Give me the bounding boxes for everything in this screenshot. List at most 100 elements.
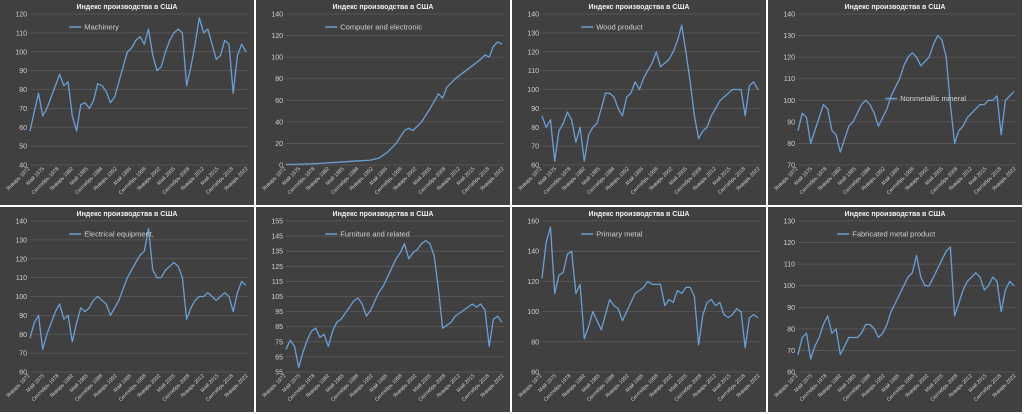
data-point bbox=[114, 307, 116, 309]
data-point bbox=[148, 228, 149, 229]
data-point bbox=[228, 296, 230, 297]
data-point bbox=[941, 259, 943, 261]
y-tick-label: 80 bbox=[787, 141, 795, 148]
data-point bbox=[592, 311, 594, 312]
data-point bbox=[848, 125, 850, 127]
data-point bbox=[916, 255, 917, 256]
data-point bbox=[93, 100, 94, 102]
data-point bbox=[450, 321, 452, 323]
data-point bbox=[899, 293, 900, 295]
data-point bbox=[562, 123, 564, 124]
data-point bbox=[810, 143, 812, 144]
data-point bbox=[237, 55, 238, 56]
data-point bbox=[617, 308, 619, 309]
chart-title: Индекс производства в США bbox=[588, 211, 690, 218]
data-point bbox=[488, 56, 490, 58]
data-point bbox=[933, 43, 934, 45]
data-point bbox=[395, 143, 397, 144]
data-point bbox=[232, 311, 234, 312]
y-tick-label: 60 bbox=[531, 370, 539, 377]
data-point bbox=[895, 302, 896, 304]
data-point bbox=[634, 293, 636, 294]
data-point bbox=[408, 127, 410, 129]
y-tick-label: 100 bbox=[783, 98, 795, 105]
chart-panel: 60 80 100 120 140 160 Январь 1972 Май 1975 Сентя… bbox=[512, 207, 766, 412]
data-point bbox=[954, 315, 955, 317]
data-point bbox=[920, 65, 922, 67]
data-point bbox=[488, 345, 490, 347]
data-point bbox=[672, 51, 674, 53]
data-point bbox=[801, 337, 803, 338]
y-tick-label: 70 bbox=[19, 106, 27, 113]
data-point bbox=[920, 276, 922, 278]
data-point bbox=[169, 40, 171, 41]
data-point bbox=[983, 289, 985, 291]
data-point bbox=[480, 58, 482, 60]
data-point bbox=[501, 43, 503, 45]
data-point bbox=[865, 324, 867, 325]
data-point bbox=[814, 130, 816, 131]
y-tick-label: 50 bbox=[19, 144, 27, 151]
data-point bbox=[404, 243, 405, 245]
data-point bbox=[571, 119, 572, 121]
data-point bbox=[135, 40, 137, 41]
y-tick-label: 145 bbox=[271, 234, 283, 241]
data-point bbox=[541, 115, 543, 117]
data-point bbox=[962, 125, 964, 127]
data-point bbox=[723, 96, 725, 98]
data-point bbox=[285, 348, 287, 350]
data-point bbox=[685, 51, 687, 53]
data-point bbox=[571, 250, 572, 252]
chart-panel: 60 70 80 90 100 110 120 130 140 Январь 1972 Май 19… bbox=[512, 0, 766, 205]
data-point bbox=[374, 300, 376, 302]
data-point bbox=[797, 130, 799, 131]
chart-title: Индекс производства в США bbox=[332, 211, 434, 218]
data-point bbox=[97, 296, 99, 297]
data-point bbox=[349, 306, 350, 308]
data-point bbox=[42, 348, 44, 350]
data-point bbox=[844, 138, 845, 140]
data-point bbox=[801, 112, 803, 114]
legend-label: Primary metal bbox=[596, 230, 643, 239]
data-point bbox=[579, 284, 581, 285]
data-point bbox=[878, 125, 879, 127]
data-point bbox=[97, 83, 99, 85]
data-point bbox=[753, 314, 755, 315]
y-tick-label: 130 bbox=[783, 219, 795, 226]
data-point bbox=[613, 305, 615, 306]
data-point bbox=[749, 85, 750, 87]
y-tick-label: 110 bbox=[16, 30, 27, 37]
data-point bbox=[988, 285, 989, 287]
data-point bbox=[890, 95, 892, 97]
data-point bbox=[139, 254, 141, 256]
data-point bbox=[67, 315, 69, 316]
data-point bbox=[545, 126, 547, 128]
data-point bbox=[723, 314, 725, 315]
y-tick-label: 120 bbox=[15, 256, 27, 263]
data-point bbox=[856, 112, 858, 114]
data-point bbox=[933, 276, 934, 278]
y-tick-label: 110 bbox=[784, 262, 795, 269]
legend-label: Furniture and related bbox=[340, 230, 410, 239]
y-tick-label: 60 bbox=[531, 163, 539, 170]
data-point bbox=[84, 311, 86, 312]
data-point bbox=[203, 32, 205, 34]
data-point bbox=[165, 269, 166, 271]
y-tick-label: 140 bbox=[15, 219, 27, 226]
y-tick-label: 40 bbox=[275, 119, 283, 126]
y-tick-label: 160 bbox=[527, 219, 539, 226]
data-point bbox=[698, 344, 699, 346]
data-point bbox=[541, 278, 543, 279]
data-point bbox=[143, 43, 145, 45]
data-point bbox=[306, 339, 308, 341]
y-tick-label: 135 bbox=[271, 249, 283, 256]
data-point bbox=[211, 296, 213, 297]
data-point bbox=[311, 330, 312, 332]
data-point bbox=[992, 99, 994, 101]
data-point bbox=[567, 253, 568, 255]
data-point bbox=[378, 291, 380, 293]
